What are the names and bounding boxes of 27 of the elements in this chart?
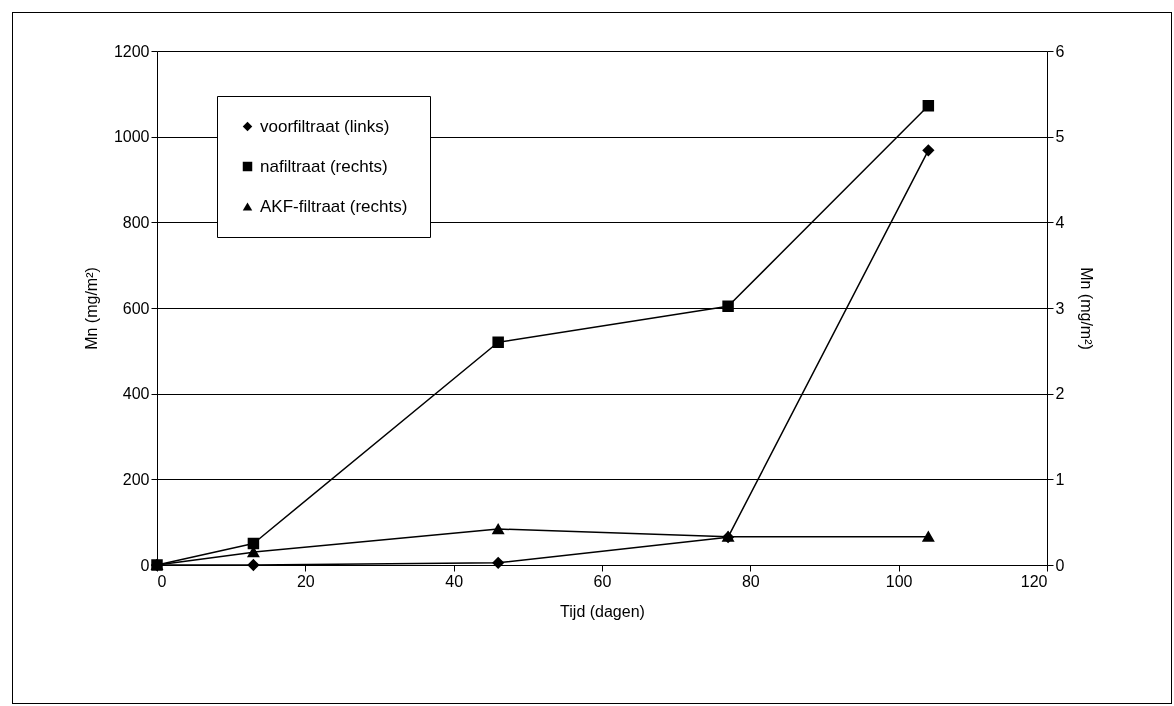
- x-tick-label: 100: [885, 572, 913, 590]
- x-tick-label: 60: [593, 572, 612, 590]
- y2-tick-label: 1: [1055, 470, 1065, 488]
- x-tick-label: 80: [741, 572, 760, 590]
- x-tick-label: 20: [296, 572, 315, 590]
- y-tick-label: 800: [122, 213, 150, 231]
- y-tick-label: 600: [122, 299, 150, 317]
- y2-tick-label: 5: [1055, 128, 1065, 146]
- legend-label: nafiltraat (rechts): [260, 156, 388, 176]
- legend-label: AKF-filtraat (rechts): [260, 196, 408, 216]
- y-tick-label: 400: [122, 385, 150, 403]
- y-tick-label: 200: [122, 470, 150, 488]
- y2-tick-label: 0: [1055, 556, 1065, 574]
- x-axis-title: Tijd (dagen): [560, 602, 645, 620]
- y-tick-label: 1200: [113, 42, 150, 60]
- y-axis-title: Mn (mg/m²): [82, 267, 100, 350]
- y2-axis-title: Mn (mg/m²): [1078, 267, 1096, 350]
- x-tick-label: 0: [157, 572, 167, 590]
- legend-label: voorfiltraat (links): [260, 116, 390, 136]
- y-tick-label: 0: [140, 556, 150, 574]
- y2-tick-label: 2: [1055, 385, 1065, 403]
- y2-tick-label: 3: [1055, 299, 1065, 317]
- y2-tick-label: 6: [1055, 42, 1065, 60]
- y2-tick-label: 4: [1055, 213, 1065, 231]
- x-tick-label: 40: [445, 572, 464, 590]
- y-tick-label: 1000: [113, 128, 150, 146]
- x-tick-label: 120: [1020, 572, 1048, 590]
